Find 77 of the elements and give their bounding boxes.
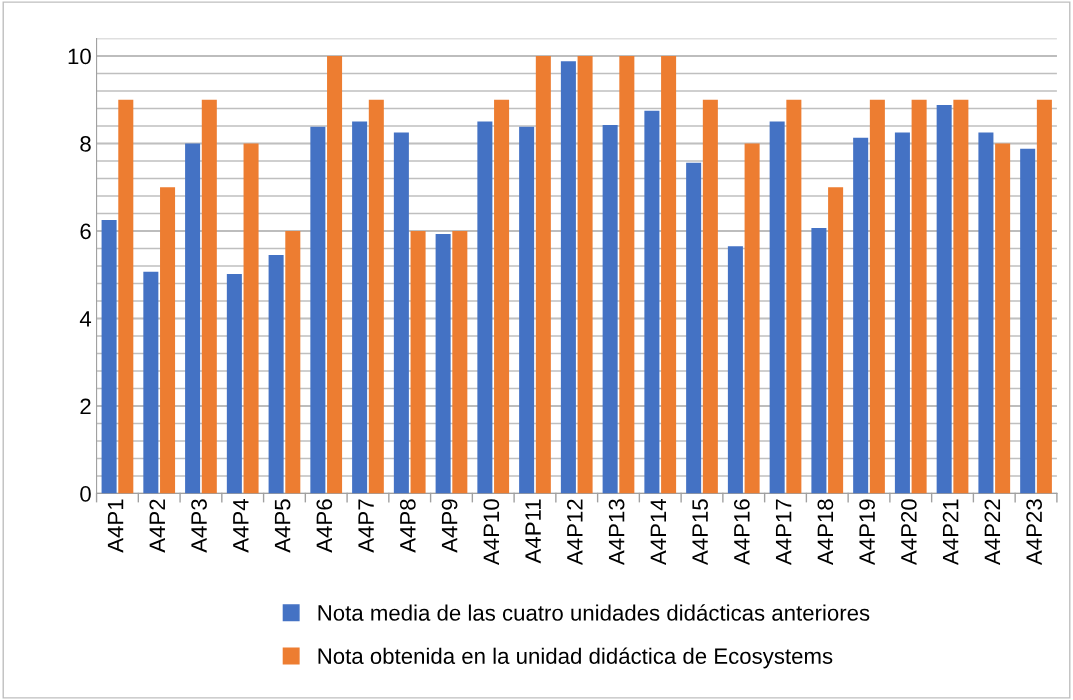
x-tick-label: A4P20	[901, 499, 917, 566]
bar	[661, 56, 677, 494]
bar	[201, 99, 217, 494]
x-tick-label: A4P12	[566, 499, 583, 566]
bar	[393, 132, 409, 494]
x-tick-label: A4P5	[274, 499, 291, 553]
x-tick-label: A4P19	[859, 499, 875, 566]
bar	[911, 99, 927, 494]
bar	[894, 132, 910, 494]
x-tick-label: A4P13	[608, 499, 625, 566]
x-tick-label: A4P15	[692, 499, 708, 566]
legend-label: Nota media de las cuatro unidades didácticas anteriores	[318, 604, 870, 621]
x-tick-label: A4P9	[441, 499, 458, 553]
y-tick-label: 10	[68, 48, 91, 65]
x-tick-label: A4P22	[984, 499, 1001, 566]
bar	[978, 132, 994, 494]
x-tick-label: A4P11	[525, 499, 541, 564]
bar	[185, 143, 201, 494]
bar	[560, 61, 576, 494]
bar	[644, 110, 660, 494]
x-tick-label: A4P2	[149, 499, 165, 553]
x-tick-label: A4P14	[650, 499, 666, 566]
bar	[410, 231, 426, 494]
x-tick-label: A4P8	[399, 499, 416, 553]
x-tick-label: A4P16	[733, 499, 750, 566]
bar	[452, 231, 468, 494]
bar	[577, 56, 593, 494]
x-tick-label: A4P1	[107, 499, 124, 553]
x-tick-label: A4P18	[817, 499, 834, 566]
bar	[118, 99, 134, 494]
bar	[995, 143, 1011, 494]
bar	[769, 121, 785, 494]
bar	[702, 99, 718, 494]
bar	[1036, 99, 1052, 494]
bar	[143, 271, 159, 494]
x-tick-label: A4P23	[1026, 499, 1042, 566]
bar	[936, 105, 952, 494]
bar	[686, 162, 702, 494]
bar	[519, 126, 535, 494]
bar	[619, 56, 635, 494]
bar	[310, 126, 326, 494]
bar	[352, 121, 368, 494]
bar	[101, 220, 117, 494]
bar	[368, 99, 384, 494]
bar	[243, 143, 259, 494]
x-tick-label: A4P6	[316, 499, 333, 553]
x-tick-label: A4P3	[191, 499, 207, 553]
legend-label: Nota obtenida en la unidad didáctica de Ecosystems	[318, 647, 833, 669]
bar	[727, 246, 743, 494]
bar	[268, 255, 284, 494]
bar	[535, 56, 551, 494]
bar	[226, 273, 242, 494]
bar	[828, 187, 844, 494]
bar	[494, 99, 510, 494]
y-tick-label: 6	[80, 223, 91, 240]
x-tick-label: A4P17	[775, 499, 792, 566]
bar	[602, 125, 618, 494]
bar	[477, 121, 493, 494]
x-tick-label: A4P4	[233, 499, 249, 553]
bar	[786, 99, 802, 494]
bar	[435, 234, 451, 494]
bar	[1020, 148, 1036, 494]
bar	[744, 143, 760, 494]
y-tick-label: 8	[80, 136, 91, 152]
bar	[953, 99, 969, 494]
bar	[869, 99, 885, 494]
bar	[160, 187, 176, 494]
y-tick-label: 4	[79, 311, 92, 327]
y-tick-label: 2	[80, 398, 91, 415]
y-tick-label: 0	[80, 486, 91, 502]
x-tick-label: A4P21	[942, 499, 959, 566]
bar	[327, 56, 343, 494]
bar	[853, 137, 869, 494]
x-tick-label: A4P10	[483, 499, 500, 566]
bar	[811, 227, 827, 494]
bar	[285, 231, 301, 494]
x-tick-label: A4P7	[358, 499, 374, 553]
